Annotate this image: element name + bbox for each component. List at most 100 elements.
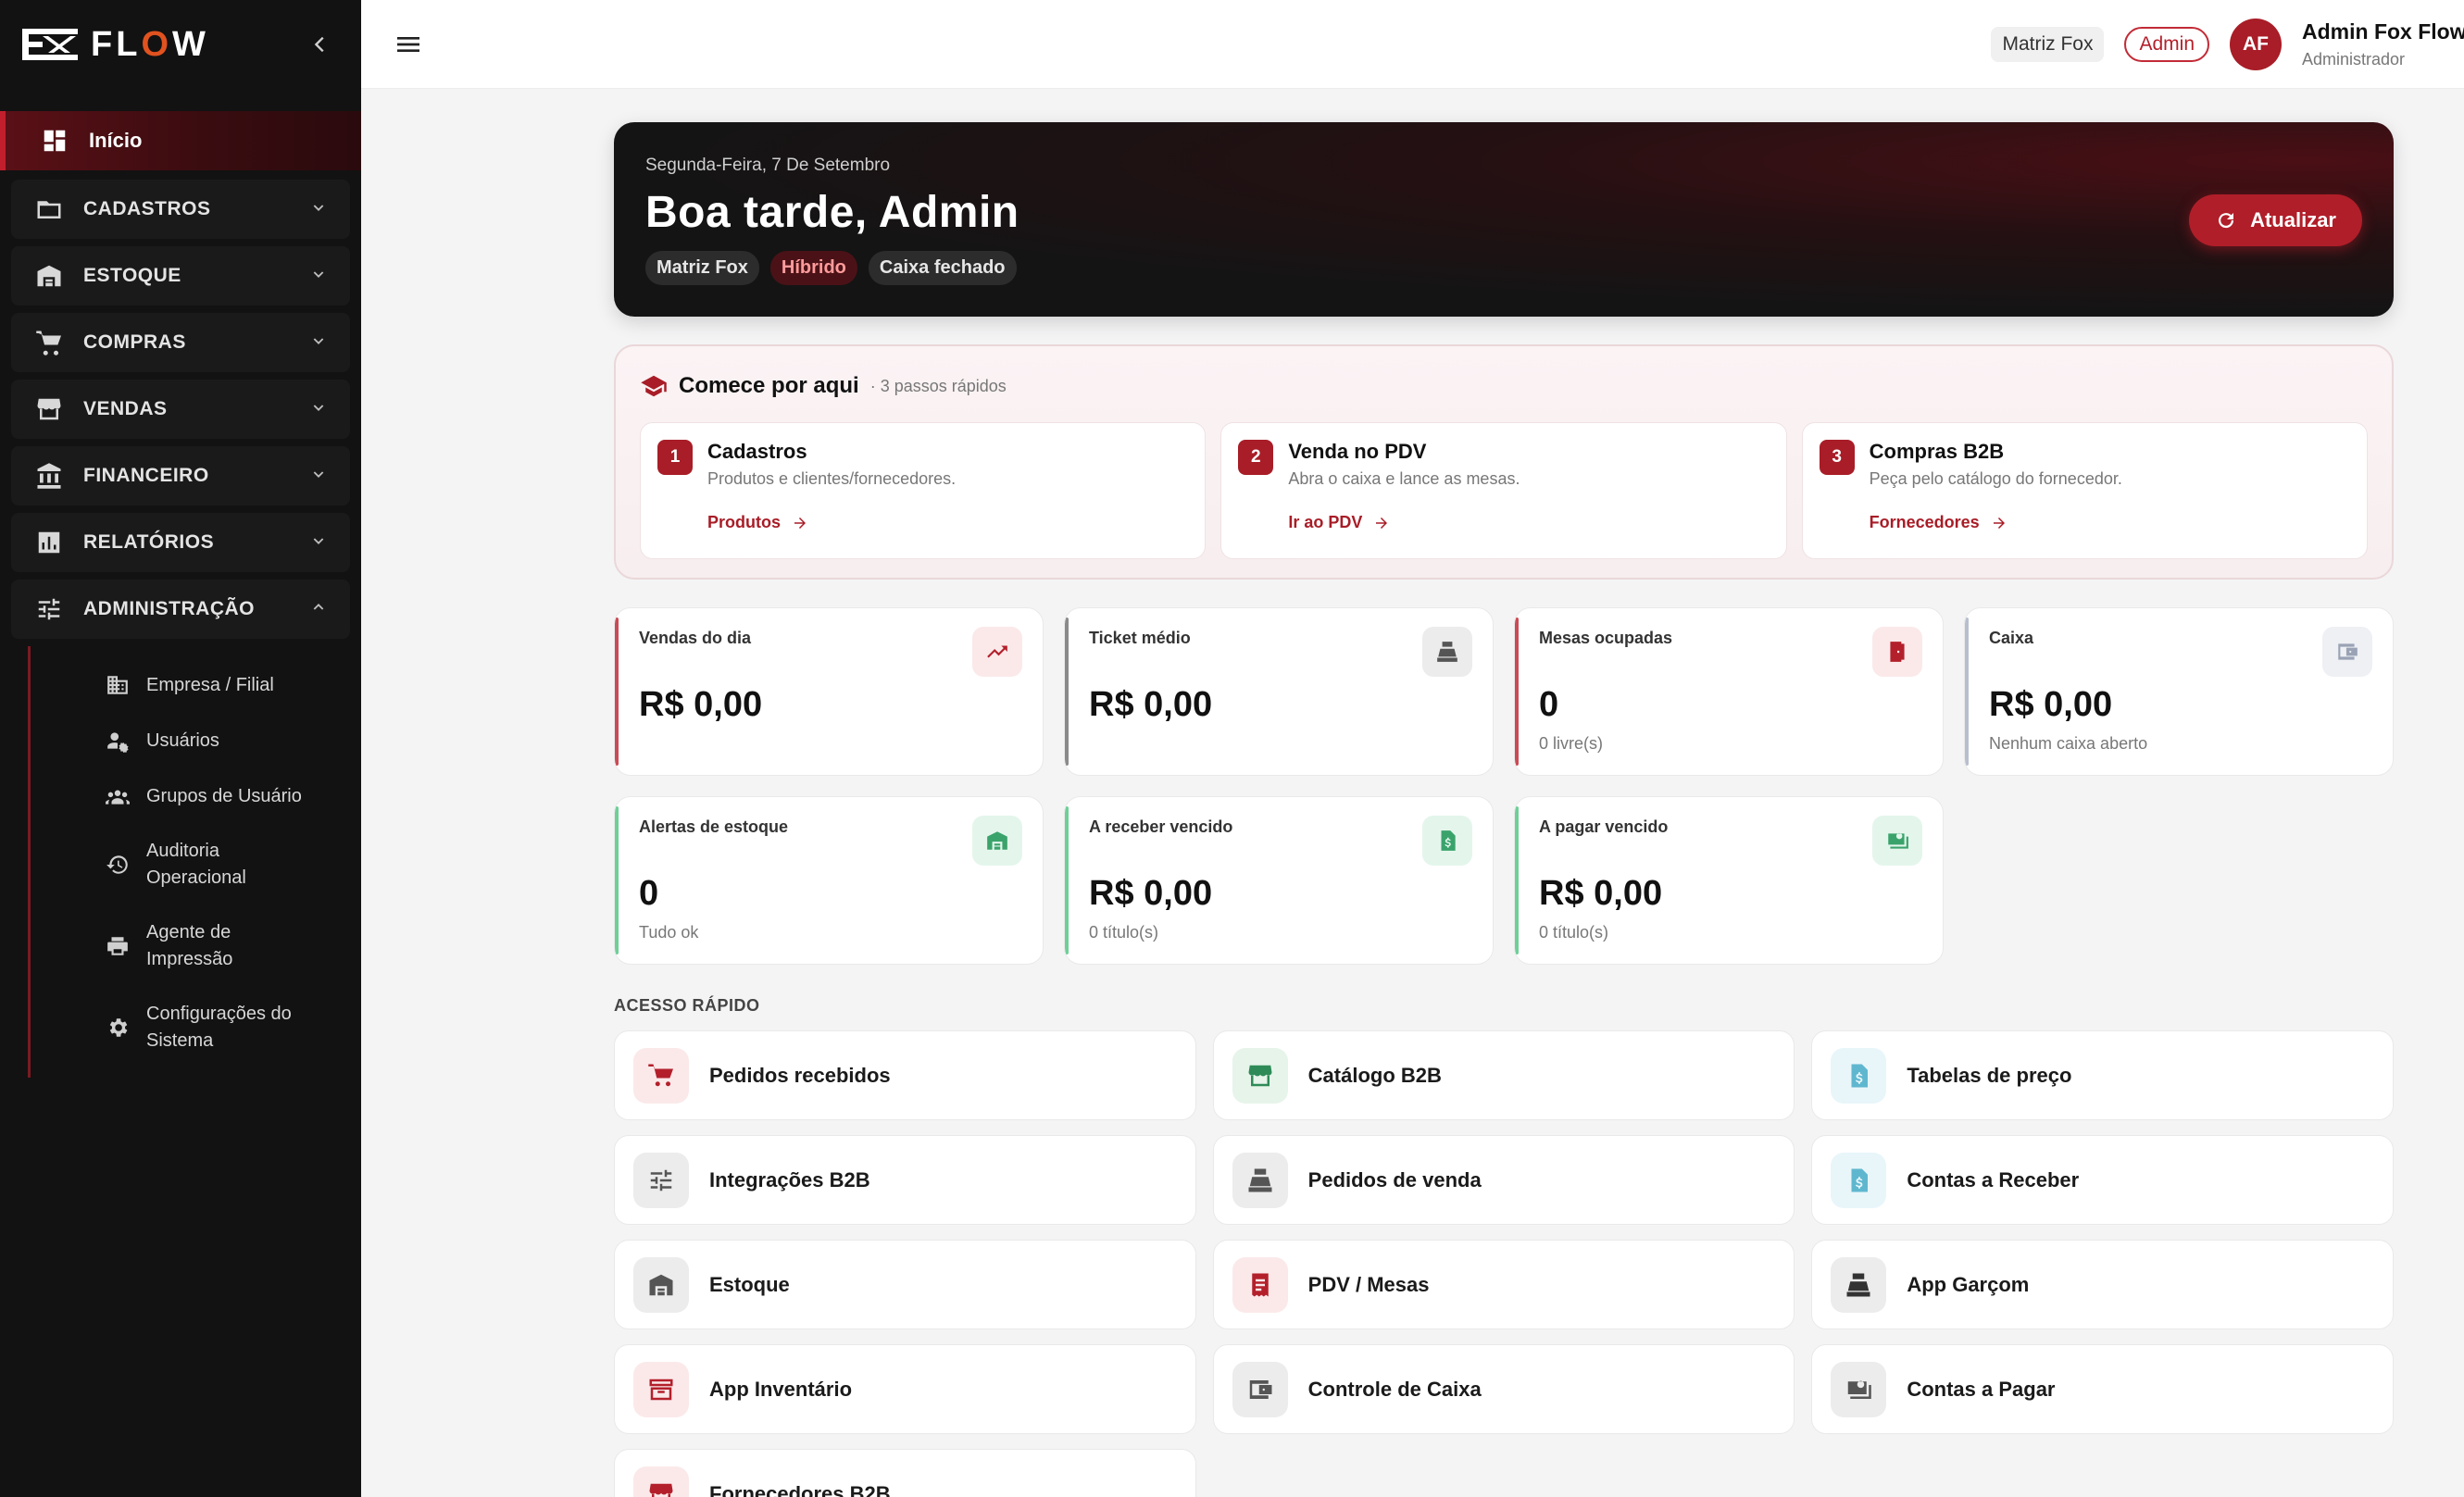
steps-row: 1 Cadastros Produtos e clientes/forneced… [640, 422, 2368, 559]
sidebar-subitem-label: Auditoria Operacional [146, 841, 246, 888]
wallet-icon [2322, 627, 2372, 677]
step-link-fornecedores[interactable]: Fornecedores [1870, 513, 2007, 532]
quick-access-app-inventario[interactable]: App Inventário [614, 1344, 1196, 1434]
refresh-button[interactable]: Atualizar [2189, 194, 2362, 246]
chevron-down-icon [311, 200, 326, 219]
sidebar-subitem-auditoria[interactable]: Auditoria Operacional [28, 824, 361, 905]
quick-access-pedidos-de-venda[interactable]: Pedidos de venda [1212, 1135, 1795, 1225]
avatar[interactable]: AF [2230, 18, 2282, 70]
kpi-label: Alertas de estoque [639, 817, 789, 836]
building-icon [106, 673, 130, 697]
step-card-venda-pdv: 2 Venda no PDV Abra o caixa e lance as m… [1220, 422, 1787, 559]
sidebar-subitem-label: Usuários [146, 730, 219, 751]
quick-access-estoque[interactable]: Estoque [614, 1240, 1196, 1329]
step-link-produtos[interactable]: Produtos [707, 513, 808, 532]
steps-subtitle: · 3 passos rápidos [869, 376, 1007, 395]
chevron-left-icon [314, 36, 324, 53]
step-link-pdv[interactable]: Ir ao PDV [1288, 513, 1390, 532]
cash-icon [1831, 1361, 1887, 1417]
quick-access-controle-de-caixa[interactable]: Controle de Caixa [1212, 1344, 1795, 1434]
step-number: 3 [1819, 440, 1855, 475]
kpi-grid: Vendas do dia R$ 0,00 Ticket médio R$ 0,… [614, 607, 2394, 965]
quick-access-label: PDV / Mesas [1307, 1272, 1430, 1296]
sidebar-item-label: FINANCEIRO [83, 465, 209, 486]
kpi-value: R$ 0,00 [1089, 874, 1213, 913]
sidebar-item-cadastros[interactable]: CADASTROS [11, 180, 350, 239]
storefront-icon [1232, 1047, 1288, 1104]
sidebar-subitem-grupos-de-usuario[interactable]: Grupos de Usuário [28, 768, 361, 824]
fox-logo-icon [22, 29, 78, 60]
getting-started-panel: Comece por aqui · 3 passos rápidos 1 Cad… [614, 344, 2394, 580]
sidebar-subitem-configuracoes[interactable]: Configurações do Sistema [28, 987, 361, 1068]
quick-access-app-garcom[interactable]: App Garçom [1811, 1240, 2394, 1329]
sidebar-item-relatorios[interactable]: RELATÓRIOS [11, 513, 350, 572]
kpi-sub: 0 título(s) [1539, 923, 1609, 942]
sidebar-subitem-usuarios[interactable]: Usuários [28, 713, 361, 768]
sliders-icon [633, 1152, 689, 1208]
sidebar-item-compras[interactable]: COMPRAS [11, 313, 350, 372]
printer-icon [106, 934, 130, 958]
quick-access-pdv-mesas[interactable]: PDV / Mesas [1212, 1240, 1795, 1329]
quick-access-label: Contas a Pagar [1907, 1377, 2056, 1401]
quick-access-contas-a-receber[interactable]: Contas a Receber [1811, 1135, 2394, 1225]
arrow-right-icon [1376, 517, 1388, 529]
step-card-cadastros: 1 Cadastros Produtos e clientes/forneced… [640, 422, 1207, 559]
kpi-sub: 0 título(s) [1089, 923, 1159, 942]
kpi-label: Vendas do dia [639, 629, 752, 647]
quick-access-integracoes-b2b[interactable]: Integrações B2B [614, 1135, 1196, 1225]
cash-register-icon [1831, 1256, 1887, 1313]
brand-logo[interactable]: FLOW [22, 25, 209, 65]
sidebar-item-label: RELATÓRIOS [83, 531, 215, 553]
step-title: Cadastros [707, 440, 807, 463]
hero-greeting: Boa tarde, Admin [645, 188, 1019, 237]
step-title: Compras B2B [1869, 440, 2005, 463]
dashboard-icon [41, 127, 69, 155]
hero-chip-branch: Matriz Fox [645, 251, 759, 285]
sidebar-subitem-empresa-filial[interactable]: Empresa / Filial [28, 657, 361, 713]
sidebar-item-label: ESTOQUE [83, 265, 181, 286]
branch-chip[interactable]: Matriz Fox [1991, 26, 2105, 62]
user-role: Administrador [2302, 49, 2406, 69]
archive-icon [633, 1361, 689, 1417]
quick-access-contas-a-pagar[interactable]: Contas a Pagar [1811, 1344, 2394, 1434]
user-info[interactable]: Admin Fox Flow Administrador [2302, 19, 2464, 69]
sidebar-item-estoque[interactable]: ESTOQUE [11, 246, 350, 306]
header-right: Matriz Fox Admin AF Admin Fox Flow Admin… [1991, 18, 2464, 70]
step-description: Abra o caixa e lance as mesas. [1288, 469, 1520, 488]
quick-access-pedidos-recebidos[interactable]: Pedidos recebidos [614, 1030, 1196, 1120]
sidebar-item-vendas[interactable]: VENDAS [11, 380, 350, 439]
kpi-value: 0 [639, 874, 659, 913]
group-icon [106, 784, 130, 808]
quick-access-grid: Pedidos recebidos Catálogo B2B Tabelas d… [614, 1030, 2394, 1497]
kpi-card-mesas-ocupadas: Mesas ocupadas 0 0 livre(s) [1514, 607, 1944, 776]
collapse-sidebar-button[interactable] [302, 26, 339, 63]
warehouse-icon [972, 816, 1022, 866]
cash-icon [1872, 816, 1922, 866]
storefront-icon [633, 1466, 689, 1497]
warehouse-icon [35, 262, 63, 290]
menu-toggle-button[interactable] [385, 21, 432, 68]
receipt-icon [1232, 1256, 1288, 1313]
user-name: Admin Fox Flow [2302, 19, 2464, 44]
sidebar-item-financeiro[interactable]: FINANCEIRO [11, 446, 350, 505]
quick-access-label: Controle de Caixa [1307, 1377, 1482, 1401]
sidebar-subitem-label: Agente de Impressão [146, 922, 233, 969]
quick-access-label: Catálogo B2B [1307, 1063, 1442, 1087]
kpi-value: R$ 0,00 [1989, 685, 2113, 724]
refresh-label: Atualizar [2250, 208, 2336, 231]
brand-name: FLOW [91, 24, 209, 64]
quick-access-catalogo-b2b[interactable]: Catálogo B2B [1212, 1030, 1795, 1120]
sidebar-item-label: COMPRAS [83, 331, 186, 353]
chevron-up-icon [311, 600, 326, 619]
sidebar-subitem-agente-impressao[interactable]: Agente de Impressão [28, 905, 361, 987]
kpi-sub: Nenhum caixa aberto [1989, 734, 2148, 753]
quick-access-fornecedores-b2b[interactable]: Fornecedores B2B [614, 1449, 1196, 1497]
quick-access-tabelas-de-preco[interactable]: Tabelas de preço [1811, 1030, 2394, 1120]
kpi-label: Caixa [1989, 629, 2034, 647]
kpi-card-caixa: Caixa R$ 0,00 Nenhum caixa aberto [1964, 607, 2394, 776]
sidebar-item-administracao[interactable]: ADMINISTRAÇÃO [11, 580, 350, 639]
step-card-compras-b2b: 3 Compras B2B Peça pelo catálogo do forn… [1801, 422, 2368, 559]
hero-date: Segunda-Feira, 7 De Setembro [645, 156, 891, 175]
step-description: Produtos e clientes/fornecedores. [707, 469, 957, 488]
sidebar-item-inicio[interactable]: Início [0, 111, 361, 170]
